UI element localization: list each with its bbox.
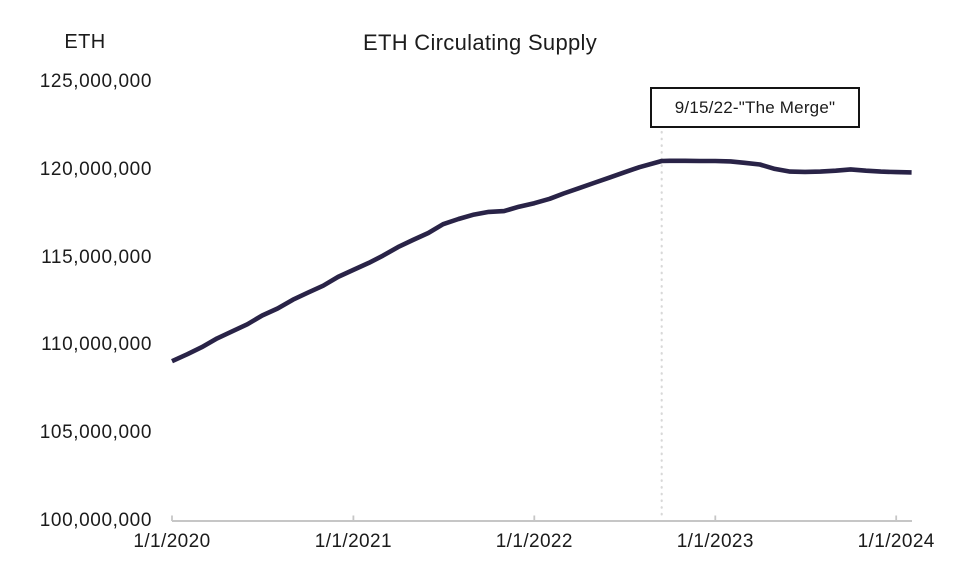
x-tick-label: 1/1/2021 [314,531,392,552]
x-tick-label: 1/1/2024 [857,531,935,552]
y-tick-label: 115,000,000 [41,246,152,268]
chart-title: ETH Circulating Supply [362,30,598,55]
x-tick-label: 1/1/2022 [495,531,573,552]
merge-annotation-label: 9/15/22-"The Merge" [674,97,836,117]
y-tick-label: 105,000,000 [39,422,152,444]
supply-line [171,158,912,364]
y-axis-title: ETH [64,31,106,53]
y-tick-label: 100,000,000 [39,510,152,531]
x-tick-label: 1/1/2023 [676,531,754,552]
merge-annotation-box: 9/15/22-"The Merge" [650,87,860,128]
x-tick-label: 1/1/2020 [133,531,211,552]
y-tick-label: 125,000,000 [39,71,152,92]
y-tick-label: 110,000,000 [41,334,152,356]
y-tick-label: 120,000,000 [39,158,152,180]
